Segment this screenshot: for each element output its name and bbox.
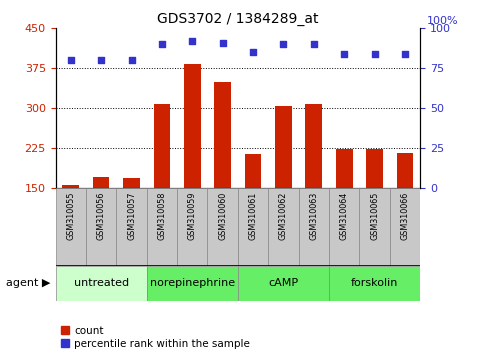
Bar — [184, 64, 200, 188]
Bar — [86, 188, 116, 266]
Text: GSM310062: GSM310062 — [279, 192, 288, 240]
Bar — [268, 188, 298, 266]
Bar — [359, 188, 390, 266]
Point — [128, 57, 135, 63]
Legend: count, percentile rank within the sample: count, percentile rank within the sample — [61, 326, 250, 349]
Point — [401, 51, 409, 57]
Bar — [147, 188, 177, 266]
Text: forskolin: forskolin — [351, 278, 398, 288]
Bar — [214, 82, 231, 188]
Bar — [366, 149, 383, 188]
Bar — [238, 188, 268, 266]
Text: GSM310058: GSM310058 — [157, 192, 167, 240]
Point — [67, 57, 74, 63]
Point — [310, 41, 318, 47]
Point — [97, 57, 105, 63]
Point — [371, 51, 379, 57]
Point — [188, 38, 196, 44]
Bar — [275, 106, 292, 188]
Bar — [329, 266, 420, 301]
Bar — [56, 188, 86, 266]
Bar — [147, 266, 238, 301]
Bar — [238, 266, 329, 301]
Bar — [208, 188, 238, 266]
Bar — [93, 177, 110, 188]
Text: GSM310063: GSM310063 — [309, 192, 318, 240]
Bar — [154, 104, 170, 188]
Text: agent ▶: agent ▶ — [6, 278, 51, 288]
Text: GSM310056: GSM310056 — [97, 192, 106, 240]
Bar — [305, 104, 322, 188]
Bar — [298, 188, 329, 266]
Text: GSM310061: GSM310061 — [249, 192, 257, 240]
Bar — [245, 154, 261, 188]
Point — [158, 41, 166, 47]
Bar — [123, 178, 140, 188]
Point — [280, 41, 287, 47]
Text: untreated: untreated — [73, 278, 128, 288]
Bar — [397, 153, 413, 188]
Text: GSM310057: GSM310057 — [127, 192, 136, 240]
Bar — [62, 185, 79, 188]
Text: GSM310065: GSM310065 — [370, 192, 379, 240]
Point — [249, 50, 257, 55]
Title: GDS3702 / 1384289_at: GDS3702 / 1384289_at — [157, 12, 319, 26]
Bar — [56, 266, 147, 301]
Bar — [177, 188, 208, 266]
Text: norepinephrine: norepinephrine — [150, 278, 235, 288]
Bar — [116, 188, 147, 266]
Text: GSM310059: GSM310059 — [188, 192, 197, 240]
Text: cAMP: cAMP — [269, 278, 298, 288]
Bar — [336, 149, 353, 188]
Text: GSM310060: GSM310060 — [218, 192, 227, 240]
Text: GSM310066: GSM310066 — [400, 192, 410, 240]
Text: GSM310055: GSM310055 — [66, 192, 75, 240]
Point — [219, 40, 227, 46]
Bar — [329, 188, 359, 266]
Text: 100%: 100% — [427, 16, 459, 25]
Point — [341, 51, 348, 57]
Bar — [390, 188, 420, 266]
Text: GSM310064: GSM310064 — [340, 192, 349, 240]
